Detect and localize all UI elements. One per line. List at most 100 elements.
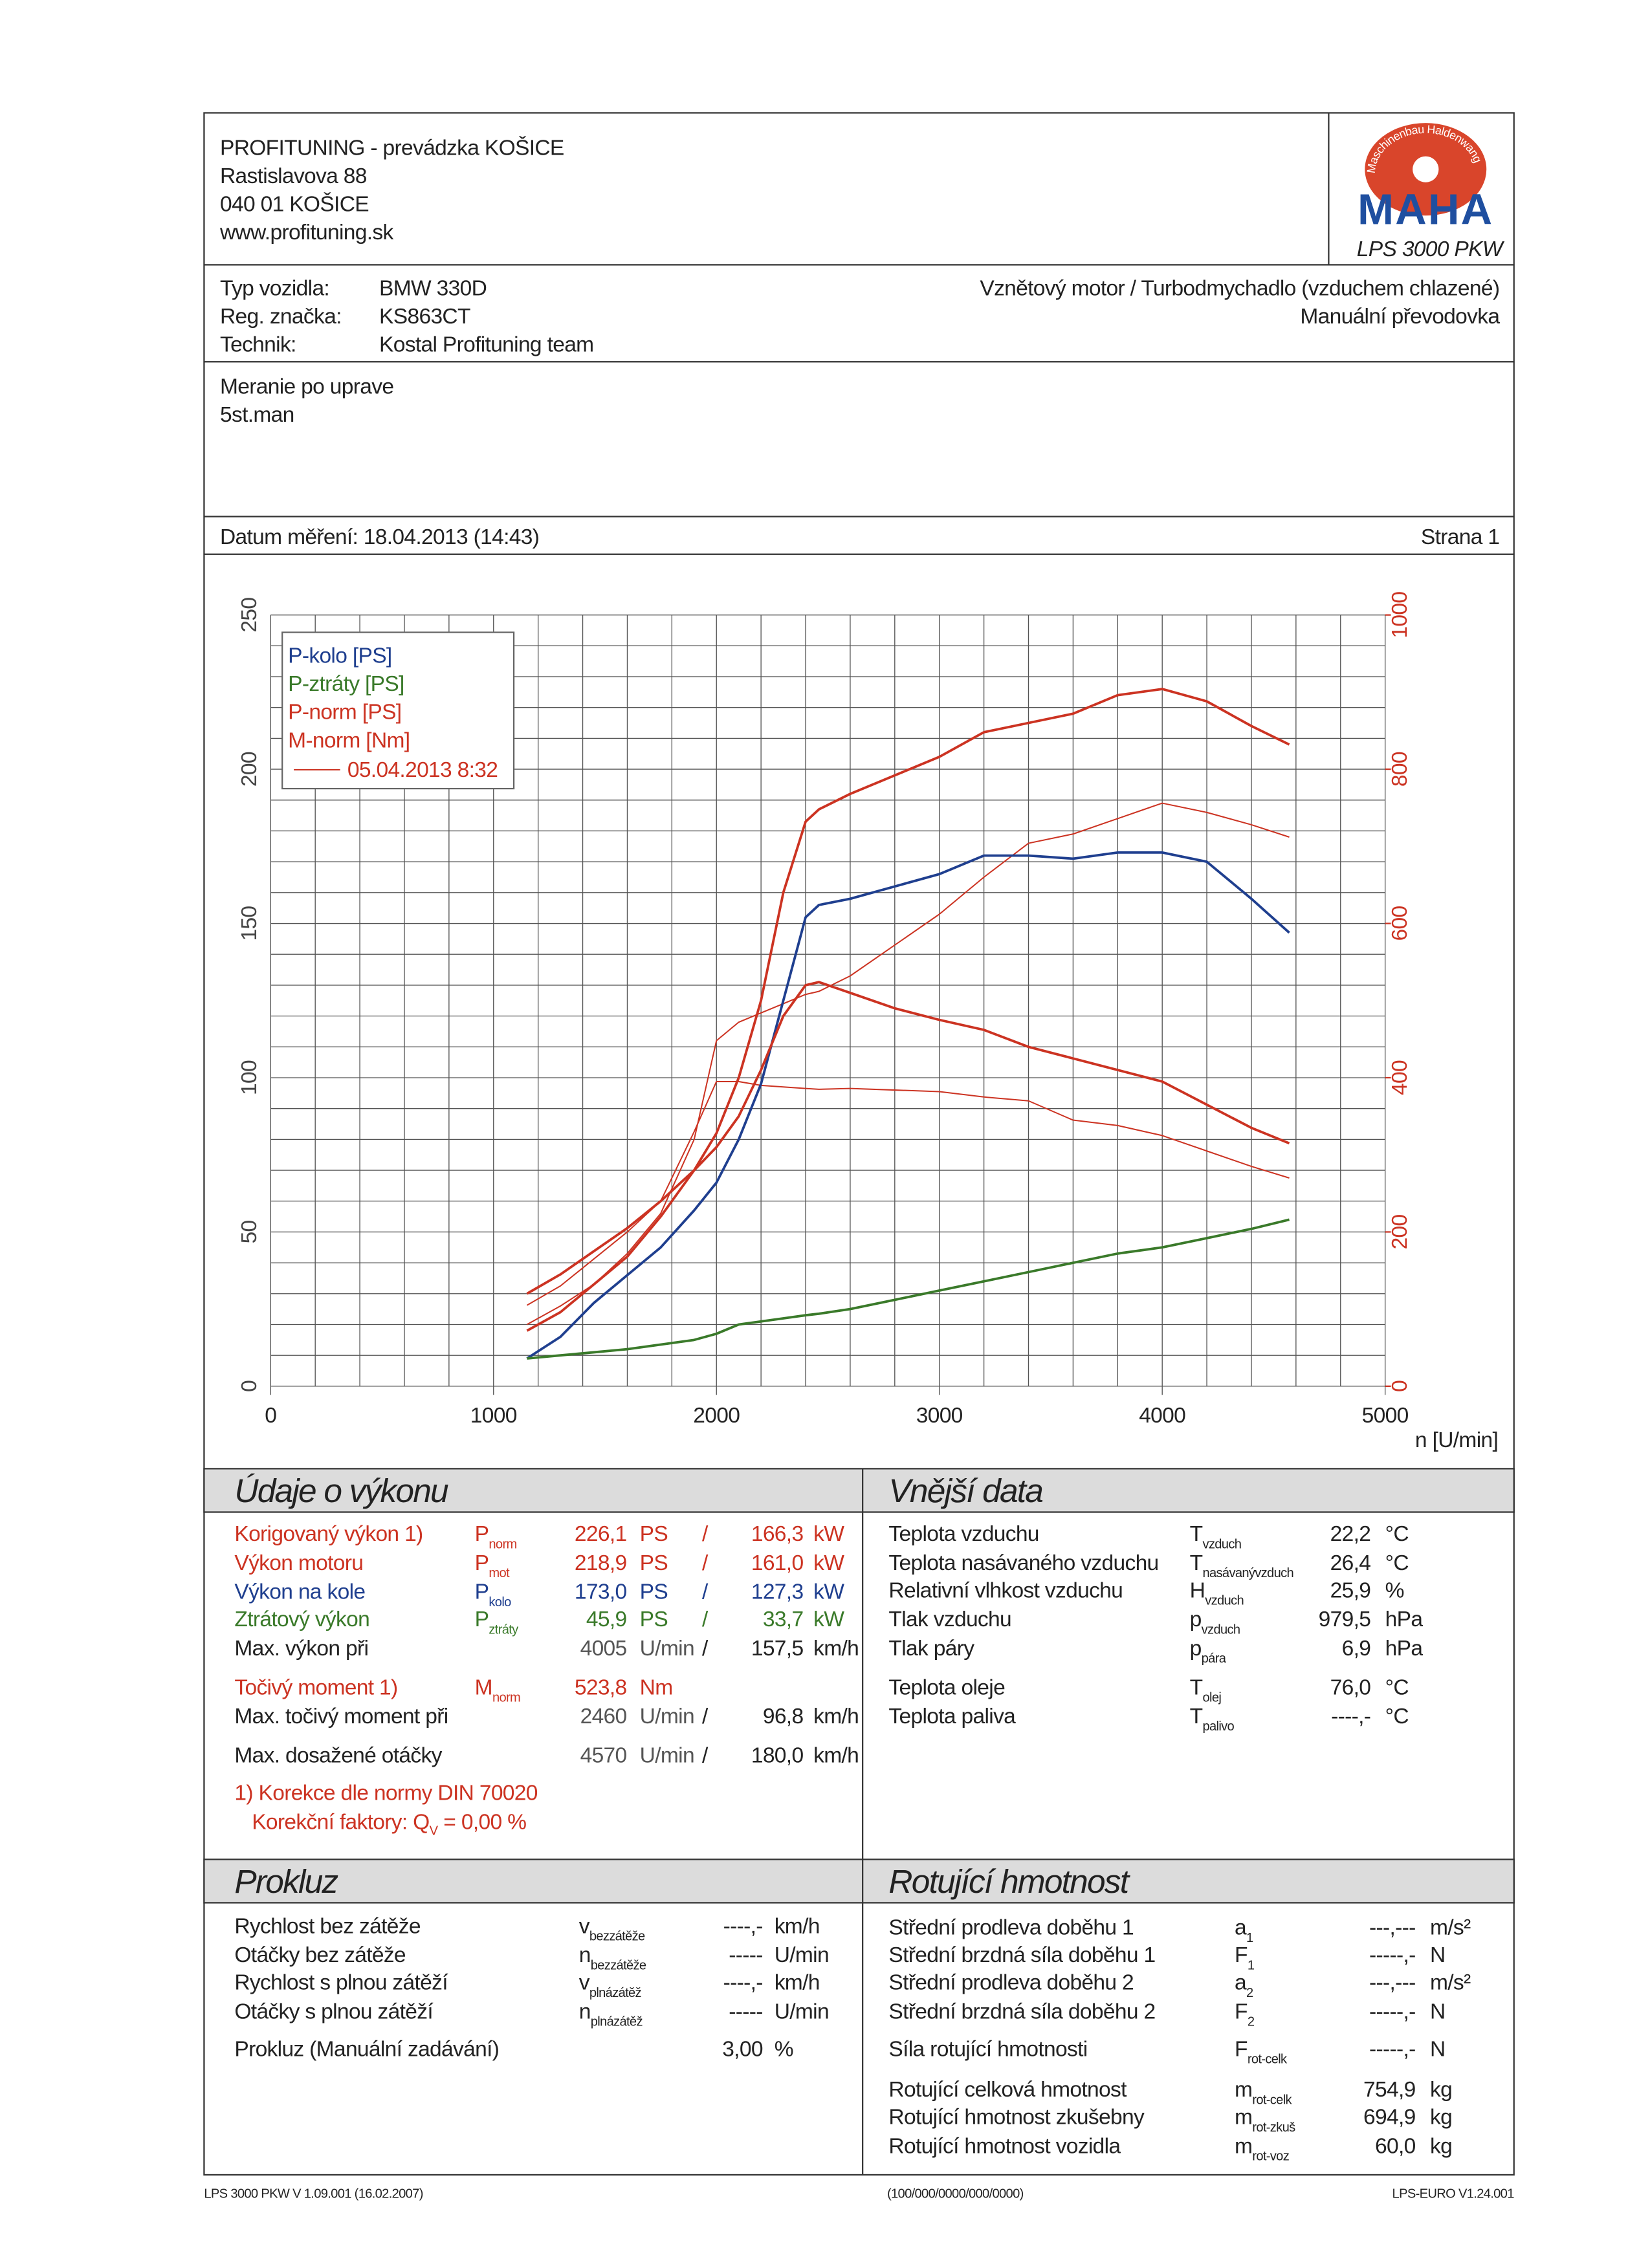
vehicle-value: BMW 330D (379, 276, 487, 300)
vehicle-label: Typ vozidla: (220, 276, 329, 300)
perf-value: 33,7 (763, 1608, 804, 1631)
perf-unit: PS (640, 1522, 668, 1546)
company-line: PROFITUNING - prevádzka KOŠICE (220, 135, 564, 160)
perf-value: 157,5 (751, 1637, 804, 1661)
legend-entry: M-norm [Nm] (288, 728, 410, 752)
row-value: ---,--- (1369, 1916, 1416, 1940)
row-label: Síla rotující hmotnosti (888, 2038, 1087, 2062)
symbol: P (475, 1608, 489, 1631)
perf-label: Výkon motoru (234, 1551, 363, 1575)
vehicle-label: Reg. značka: (220, 305, 342, 329)
company-line: Rastislavova 88 (220, 164, 367, 188)
row-label: Rychlost s plnou zátěží (234, 1971, 448, 1995)
symbol: Pkolo (475, 1580, 511, 1609)
row-unit: N (1430, 1943, 1446, 1967)
subscript: plnázátěž (591, 2015, 643, 2029)
row-value: 754,9 (1363, 2078, 1416, 2102)
symbol: ppára (1190, 1637, 1227, 1666)
perf-value: 173,0 (575, 1580, 627, 1604)
perf-unit: PS (640, 1608, 668, 1631)
subscript: nasávanývzduch (1203, 1566, 1294, 1580)
correction-factor: Korekční faktory: QV = 0,00 % (252, 1810, 526, 1838)
section-title: Údaje o výkonu (234, 1472, 448, 1509)
row-unit: hPa (1385, 1637, 1424, 1661)
row-label: Rotující celková hmotnost (888, 2078, 1127, 2102)
symbol: Tvzduch (1190, 1522, 1242, 1551)
y-tick-label: 0 (237, 1380, 261, 1392)
row-value: 3,00 (722, 2038, 763, 2062)
perf-value: 180,0 (751, 1743, 804, 1767)
section-bar (203, 1468, 1515, 1513)
series-line (526, 688, 1290, 1332)
symbol: p (1190, 1608, 1202, 1631)
symbol: Tolej (1190, 1675, 1222, 1705)
row-label: Rotující hmotnost vozidla (888, 2134, 1121, 2158)
subscript: rot-voz (1252, 2150, 1289, 2164)
row-unit: m/s² (1430, 1971, 1471, 1995)
vehicle-value: KS863CT (379, 305, 470, 329)
subscript: bezzátěže (591, 1958, 646, 1972)
y2-tick-label: 1000 (1388, 592, 1412, 638)
x-tick-label: 1000 (470, 1404, 517, 1428)
row-unit: % (1385, 1578, 1404, 1602)
subscript: pára (1202, 1652, 1227, 1666)
row-unit: kg (1430, 2134, 1452, 2158)
perf-separator: / (702, 1522, 709, 1546)
symbol: P (475, 1522, 489, 1546)
perf-label: Max. točivý moment při (234, 1705, 448, 1728)
x-tick-label: 0 (265, 1404, 276, 1428)
row-unit: km/h (775, 1971, 820, 1995)
perf-value: 4570 (580, 1743, 627, 1767)
symbol: Hvzduch (1190, 1578, 1244, 1608)
vehicle-value: Kostal Profituning team (379, 333, 593, 357)
symbol: Tnasávanývzduch (1190, 1551, 1293, 1580)
model: LPS 3000 PKW (1357, 237, 1505, 261)
row-unit: N (1430, 2038, 1446, 2062)
perf-value: 161,0 (751, 1551, 804, 1575)
perf-value: 226,1 (575, 1522, 627, 1546)
symbol: T (1190, 1551, 1203, 1575)
section-title: Vnější data (888, 1472, 1042, 1509)
perf-unit: PS (640, 1580, 668, 1604)
row-value: -----,- (1369, 2000, 1416, 2023)
symbol: v (579, 1971, 590, 1995)
y-tick-label: 250 (237, 598, 261, 633)
subscript: norm (489, 1537, 516, 1551)
series-line (526, 981, 1290, 1295)
symbol: Frot-celk (1235, 2038, 1288, 2067)
x-tick-label: 2000 (693, 1404, 740, 1428)
row-label: Rychlost bez zátěže (234, 1914, 420, 1938)
symbol: P (475, 1580, 489, 1604)
perf-value: 127,3 (751, 1580, 804, 1604)
y-tick-label: 50 (237, 1220, 261, 1243)
row-label: Prokluz (Manuální zadávání) (234, 2038, 499, 2062)
row-unit: km/h (775, 1914, 820, 1938)
company-line: 040 01 KOŠICE (220, 192, 369, 217)
row-unit: U/min (775, 1943, 829, 1967)
perf-unit: kW (813, 1580, 844, 1604)
row-value: 26,4 (1330, 1551, 1371, 1575)
symbol: T (1190, 1705, 1203, 1728)
row-label: Relativní vlhkost vzduchu (888, 1578, 1123, 1602)
perf-unit: U/min (640, 1637, 694, 1661)
row-label: Střední prodleva doběhu 1 (888, 1916, 1134, 1940)
symbol: pvzduch (1190, 1608, 1240, 1637)
row-unit: kg (1430, 2106, 1452, 2130)
perf-value: 4005 (580, 1637, 627, 1661)
page-number: Strana 1 (1421, 525, 1499, 549)
footer: LPS-EURO V1.24.001 (1392, 2187, 1515, 2201)
footnote: 1) Korekce dle normy DIN 70020 (234, 1782, 537, 1805)
date: Datum měření: 18.04.2013 (14:43) (220, 525, 539, 549)
subscript: rot-zkuš (1252, 2121, 1295, 2135)
subscript: plnázátěž (589, 1986, 642, 2000)
row-value: 25,9 (1330, 1578, 1371, 1602)
row-unit: °C (1385, 1551, 1409, 1575)
row-value: 694,9 (1363, 2106, 1416, 2130)
symbol: m (1235, 2078, 1252, 2102)
row-value: ----,- (1331, 1705, 1370, 1728)
y-tick-label: 200 (237, 752, 261, 787)
perf-label: Točivý moment 1) (234, 1675, 397, 1699)
row-label: Teplota paliva (888, 1705, 1016, 1728)
row-unit: U/min (775, 2000, 829, 2023)
subscript: kolo (489, 1595, 511, 1609)
